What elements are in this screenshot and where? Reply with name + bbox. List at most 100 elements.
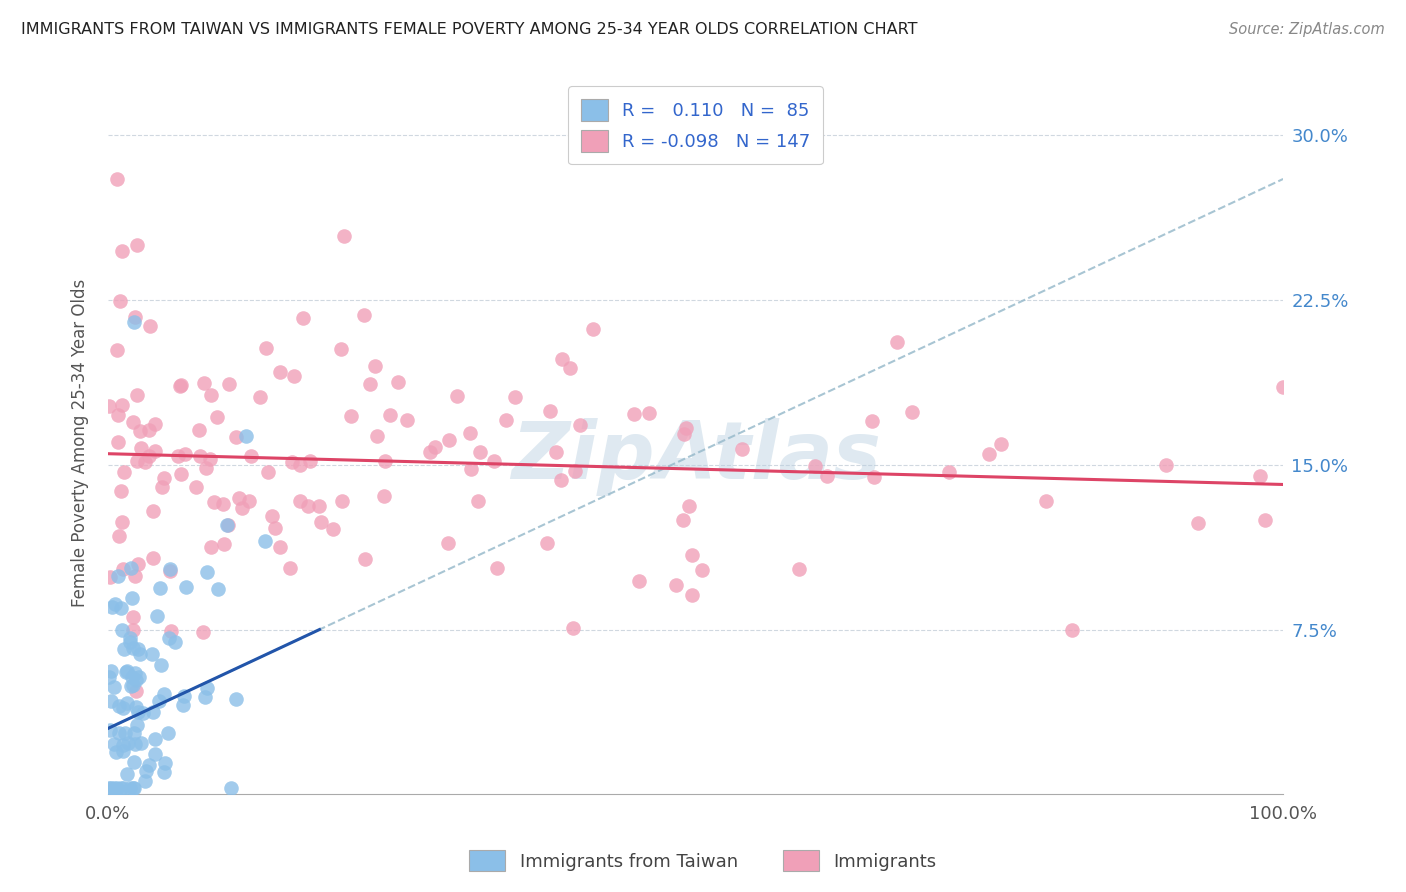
Point [101, 600, 124, 615]
Point [191, 624, 214, 639]
Point [1060, 623, 1083, 637]
Point [115, 665, 138, 679]
Point [105, 343, 128, 358]
Point [353, 308, 375, 322]
Point [153, 756, 176, 770]
Point [253, 534, 276, 549]
Point [148, 693, 170, 707]
Point [205, 410, 228, 425]
Point [127, 641, 149, 656]
Point [124, 755, 146, 769]
Point [239, 449, 262, 463]
Point [129, 442, 152, 456]
Point [128, 647, 150, 661]
Point [125, 387, 148, 401]
Point [278, 561, 301, 575]
Point [283, 369, 305, 384]
Point [142, 504, 165, 518]
Point [1187, 516, 1209, 530]
Point [673, 426, 696, 441]
Point [108, 726, 131, 740]
Point [437, 433, 460, 447]
Point [127, 557, 149, 571]
Point [118, 780, 141, 795]
Point [264, 521, 287, 535]
Point [128, 669, 150, 683]
Point [353, 552, 375, 566]
Text: Source: ZipAtlas.com: Source: ZipAtlas.com [1229, 22, 1385, 37]
Point [174, 447, 197, 461]
Point [373, 489, 395, 503]
Point [419, 445, 441, 459]
Point [482, 454, 505, 468]
Point [990, 437, 1012, 451]
Point [111, 700, 134, 714]
Point [446, 389, 468, 403]
Point [364, 359, 387, 373]
Point [157, 631, 180, 645]
Point [470, 444, 492, 458]
Point [111, 398, 134, 412]
Point [804, 458, 827, 473]
Point [979, 447, 1001, 461]
Point [138, 758, 160, 772]
Point [110, 294, 132, 309]
Point [637, 406, 659, 420]
Y-axis label: Female Poverty Among 25-34 Year Olds: Female Poverty Among 25-34 Year Olds [72, 278, 89, 607]
Point [163, 634, 186, 648]
Point [170, 378, 193, 392]
Point [127, 238, 149, 252]
Point [195, 681, 218, 696]
Point [115, 767, 138, 781]
Point [152, 687, 174, 701]
Point [460, 461, 482, 475]
Point [134, 455, 156, 469]
Point [125, 700, 148, 714]
Point [340, 409, 363, 423]
Point [901, 405, 924, 419]
Point [112, 466, 135, 480]
Point [359, 377, 381, 392]
Point [122, 415, 145, 429]
Point [582, 322, 605, 336]
Point [332, 228, 354, 243]
Point [299, 454, 322, 468]
Point [122, 610, 145, 624]
Point [437, 536, 460, 550]
Point [159, 562, 181, 576]
Point [121, 640, 143, 655]
Point [139, 319, 162, 334]
Point [188, 423, 211, 437]
Point [142, 550, 165, 565]
Point [143, 747, 166, 761]
Point [254, 341, 277, 355]
Point [132, 706, 155, 720]
Point [146, 608, 169, 623]
Point [366, 429, 388, 443]
Point [1254, 513, 1277, 527]
Point [1249, 468, 1271, 483]
Point [118, 635, 141, 649]
Point [249, 390, 271, 404]
Point [141, 648, 163, 662]
Point [169, 379, 191, 393]
Point [681, 549, 703, 563]
Point [135, 764, 157, 778]
Point [142, 705, 165, 719]
Point [221, 780, 243, 795]
Point [288, 494, 311, 508]
Point [628, 574, 651, 589]
Point [103, 680, 125, 694]
Point [129, 736, 152, 750]
Point [103, 780, 125, 795]
Point [195, 461, 218, 475]
Point [98, 723, 121, 737]
Point [308, 499, 330, 513]
Point [731, 442, 754, 456]
Point [110, 484, 132, 499]
Point [125, 718, 148, 732]
Point [105, 172, 128, 186]
Point [395, 413, 418, 427]
Point [380, 408, 402, 422]
Point [115, 664, 138, 678]
